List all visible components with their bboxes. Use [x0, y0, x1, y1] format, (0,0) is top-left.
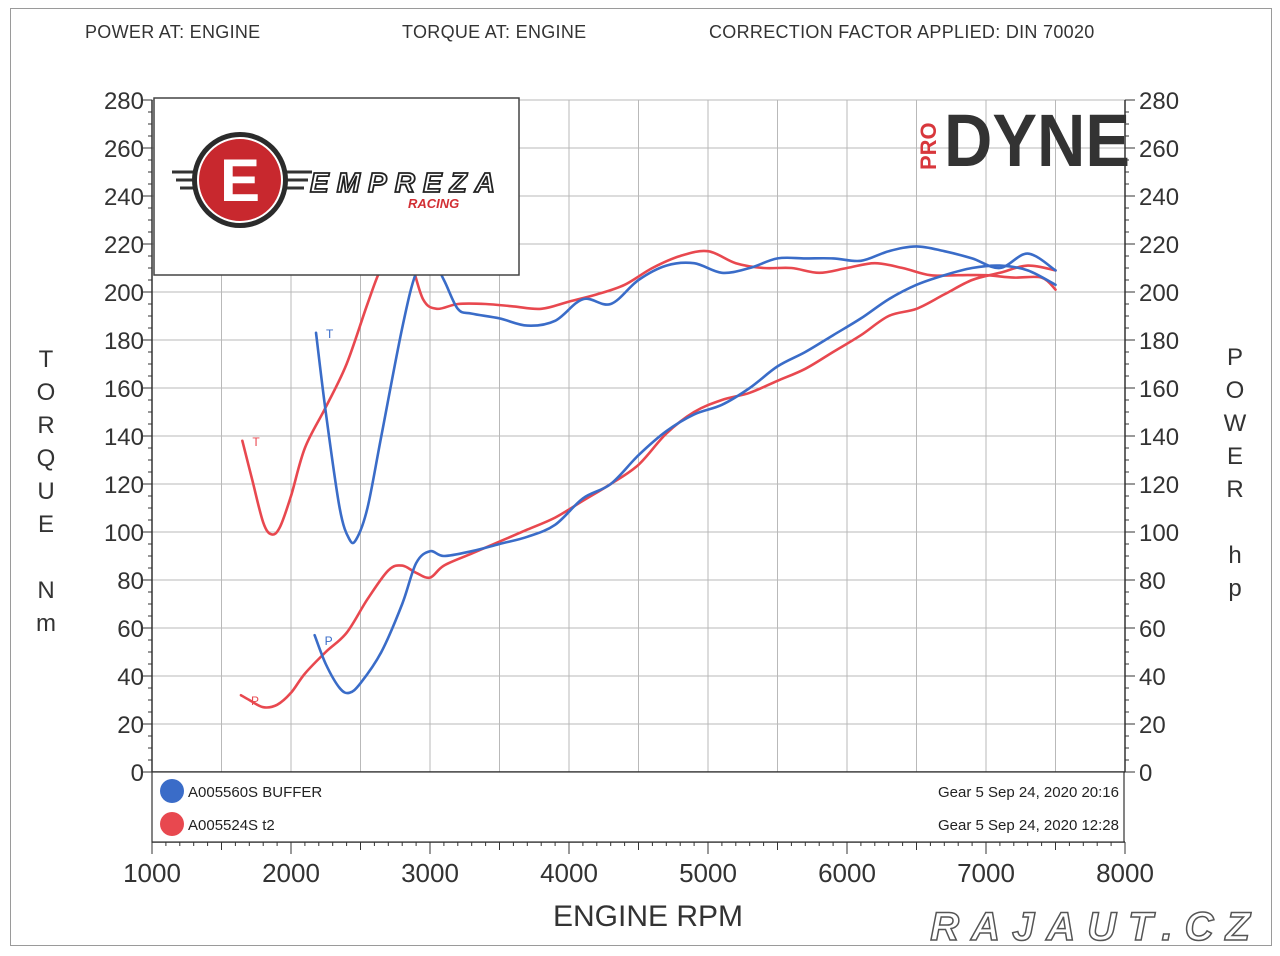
x-tick-label: 8000 — [1096, 858, 1154, 888]
empreza-letter: E — [220, 147, 260, 214]
prodyne-logo: PRO DYNE — [916, 99, 1130, 182]
y-tick-label-left: 220 — [104, 232, 144, 259]
legend-series-info: Gear 5 Sep 24, 2020 20:16 — [938, 784, 1119, 801]
y-tick-label-right: 0 — [1139, 760, 1152, 787]
torque-at-label: TORQUE AT: ENGINE — [402, 22, 587, 42]
series-line-a005524s-torque — [241, 249, 1057, 536]
right-axis-label-letter: P — [1226, 344, 1245, 371]
correction-factor-label: CORRECTION FACTOR APPLIED: DIN 70020 — [709, 22, 1095, 42]
y-tick-label-left: 240 — [104, 184, 144, 211]
legend-swatch — [160, 812, 184, 836]
y-tick-label-right: 240 — [1139, 184, 1179, 211]
series-start-marker: T — [252, 435, 260, 449]
legend-series-name: A005524S t2 — [188, 817, 275, 834]
x-tick-label: 5000 — [679, 858, 737, 888]
series-start-marker: T — [326, 327, 334, 341]
x-tick-label: 3000 — [401, 858, 459, 888]
y-tick-label-left: 180 — [104, 328, 144, 355]
series-line-a005560s-power — [313, 264, 1057, 695]
empreza-subtitle: RACING — [408, 196, 459, 211]
x-tick-label: 7000 — [957, 858, 1015, 888]
right-axis-label-letter: R — [1226, 476, 1246, 503]
dyno-sheet — [10, 8, 1272, 946]
y-tick-label-left: 0 — [131, 760, 144, 787]
x-tick-label: 1000 — [123, 858, 181, 888]
y-tick-label-right: 200 — [1139, 280, 1179, 307]
y-tick-label-left: 100 — [104, 520, 144, 547]
y-tick-label-right: 80 — [1139, 568, 1166, 595]
y-tick-label-right: 100 — [1139, 520, 1179, 547]
left-axis-label-letter: U — [37, 478, 57, 505]
left-axis-label-letter: R — [37, 412, 57, 439]
y-tick-label-left: 20 — [117, 712, 144, 739]
y-tick-label-right: 140 — [1139, 424, 1179, 451]
left-axis-label-letter: O — [36, 379, 58, 406]
chart-legend: A005560S BUFFER Gear 5 Sep 24, 2020 20:16… — [151, 771, 1125, 843]
left-axis-label-letter: m — [36, 610, 58, 637]
legend-swatch — [160, 779, 184, 803]
series-start-marker: P — [325, 634, 333, 648]
x-tick-label: 4000 — [540, 858, 598, 888]
y-tick-label-right: 180 — [1139, 328, 1179, 355]
power-at-label: POWER AT: ENGINE — [85, 22, 261, 42]
left-axis-label-letter: N — [37, 577, 57, 604]
y-tick-label-left: 160 — [104, 376, 144, 403]
y-tick-label-left: 200 — [104, 280, 144, 307]
right-axis-label-letter: O — [1225, 377, 1247, 404]
y-tick-label-right: 220 — [1139, 232, 1179, 259]
y-tick-label-left: 140 — [104, 424, 144, 451]
series-line-a005524s-power — [239, 264, 1057, 709]
y-tick-label-right: 260 — [1139, 136, 1179, 163]
right-axis-label-letter: E — [1226, 443, 1245, 470]
y-tick-label-right: 160 — [1139, 376, 1179, 403]
right-axis-label-letter: h — [1228, 542, 1244, 569]
left-axis-label-letter: T — [38, 346, 56, 373]
y-tick-label-right: 60 — [1139, 616, 1166, 643]
y-tick-label-right: 120 — [1139, 472, 1179, 499]
chart-series: T P T P — [239, 245, 1057, 709]
y-tick-label-left: 260 — [104, 136, 144, 163]
legend-series-name: A005560S BUFFER — [188, 784, 322, 801]
chart-grid — [152, 99, 1125, 772]
prodyne-pro-text: PRO — [916, 122, 941, 170]
y-tick-label-left: 120 — [104, 472, 144, 499]
series-start-marker: P — [251, 694, 259, 708]
right-axis-label-letter: p — [1228, 575, 1244, 602]
prodyne-wordmark: DYNE — [944, 99, 1130, 182]
y-tick-label-left: 80 — [117, 568, 144, 595]
empreza-logo: E EMPREZA RACING — [153, 97, 520, 276]
empreza-wordmark: EMPREZA — [310, 167, 495, 198]
x-axis-title: ENGINE RPM — [553, 900, 743, 933]
series-line-a005560s-torque — [314, 245, 1057, 545]
y-tick-label-left: 280 — [104, 88, 144, 115]
y-tick-label-right: 280 — [1139, 88, 1179, 115]
y-tick-label-right: 40 — [1139, 664, 1166, 691]
x-tick-label: 6000 — [818, 858, 876, 888]
y-tick-label-right: 20 — [1139, 712, 1166, 739]
right-axis-label-letter: W — [1223, 410, 1249, 437]
left-axis-label-letter: Q — [36, 445, 58, 472]
watermark: RAJAUT.CZ — [930, 904, 1262, 950]
legend-series-info: Gear 5 Sep 24, 2020 12:28 — [938, 817, 1119, 834]
y-tick-label-left: 40 — [117, 664, 144, 691]
x-tick-label: 2000 — [262, 858, 320, 888]
y-tick-label-left: 60 — [117, 616, 144, 643]
chart-ticks: 0 0 20 20 40 40 60 60 80 80 100 100 120 120 140 140 160 1… — [104, 88, 1179, 888]
left-axis-label-letter: E — [37, 511, 56, 538]
